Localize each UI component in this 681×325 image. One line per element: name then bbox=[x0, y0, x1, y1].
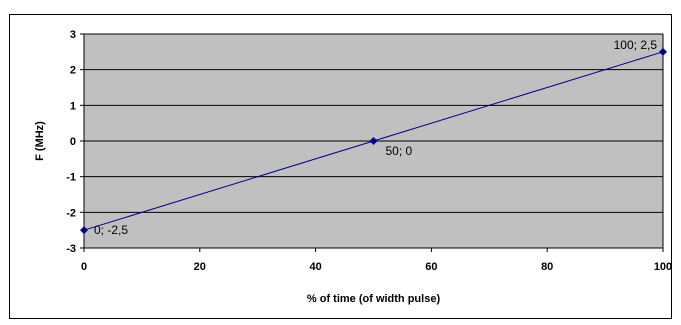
x-tick-label: 40 bbox=[309, 261, 321, 273]
y-axis-title: F (MHz) bbox=[34, 121, 46, 161]
y-tick-label: -1 bbox=[66, 172, 76, 184]
x-tick-label: 80 bbox=[541, 261, 553, 273]
data-label: 100; 2,5 bbox=[614, 38, 658, 52]
data-labels: 0; -2,5 50; 0 100; 2,5 bbox=[94, 38, 657, 237]
data-point bbox=[369, 137, 378, 145]
axes bbox=[80, 33, 664, 252]
y-tick-label: 1 bbox=[70, 100, 76, 112]
y-tick-label: 2 bbox=[70, 65, 76, 77]
y-tick-label: 3 bbox=[70, 29, 76, 41]
data-point bbox=[80, 226, 88, 235]
x-axis-title: % of time (of width pulse) bbox=[307, 293, 441, 305]
data-point bbox=[659, 47, 667, 56]
x-tick-label: 0 bbox=[81, 261, 87, 273]
x-tick-label: 20 bbox=[194, 261, 206, 273]
data-label: 0; -2,5 bbox=[94, 223, 128, 237]
y-tick-label: -3 bbox=[66, 243, 76, 255]
y-tick-label: -2 bbox=[66, 207, 76, 219]
plot-area: 0; -2,5 50; 0 100; 2,5 bbox=[80, 33, 667, 252]
data-label: 50; 0 bbox=[386, 144, 413, 158]
x-tick-label: 60 bbox=[425, 261, 437, 273]
x-tick-label: 100 bbox=[654, 261, 672, 273]
y-tick-label: 0 bbox=[70, 136, 76, 148]
tick-labels: 3 2 1 0 -1 -2 -3 0 20 40 60 80 100 bbox=[66, 29, 672, 273]
series bbox=[80, 47, 667, 235]
